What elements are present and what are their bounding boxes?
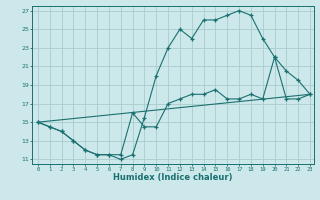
X-axis label: Humidex (Indice chaleur): Humidex (Indice chaleur) — [113, 173, 233, 182]
